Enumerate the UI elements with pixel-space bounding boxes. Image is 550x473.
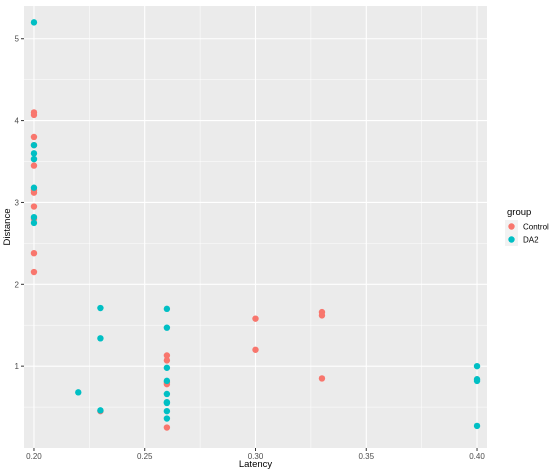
point-da2 <box>163 364 171 371</box>
point-control <box>252 315 259 322</box>
point-control <box>30 268 38 276</box>
point-da2 <box>75 389 82 396</box>
point-da2 <box>97 407 104 414</box>
x-tick-label: 0.20 <box>26 452 42 461</box>
point-da2 <box>163 407 171 415</box>
point-da2 <box>30 141 38 149</box>
point-da2 <box>163 390 171 398</box>
point-da2 <box>30 184 38 191</box>
y-axis: 1 2 3 4 5 <box>15 35 24 371</box>
legend-key-control <box>508 223 515 230</box>
y-tick-label: 1 <box>15 362 20 371</box>
point-control <box>30 249 38 257</box>
point-da2 <box>473 362 481 370</box>
point-da2 <box>163 415 171 422</box>
grid-major <box>24 6 487 448</box>
legend-label: Control <box>523 223 549 232</box>
point-control <box>318 375 326 382</box>
x-axis-title: Latency <box>239 459 273 470</box>
point-control <box>163 424 171 431</box>
point-control <box>252 346 259 353</box>
point-control <box>30 189 38 196</box>
y-axis-title: Distance <box>2 209 13 246</box>
y-tick-label: 5 <box>15 35 20 44</box>
point-da2 <box>473 422 481 430</box>
legend-key-da2 <box>508 236 515 243</box>
point-da2 <box>163 377 171 385</box>
point-control <box>30 133 38 141</box>
point-da2 <box>30 219 38 227</box>
point-control <box>163 357 171 364</box>
point-da2 <box>163 324 171 331</box>
x-axis: 0.20 0.25 0.30 0.35 0.40 <box>26 448 485 461</box>
point-da2 <box>30 150 38 157</box>
point-da2 <box>97 304 104 312</box>
point-da2 <box>473 377 481 385</box>
point-control <box>30 111 38 119</box>
x-tick-label: 0.25 <box>137 452 153 461</box>
point-da2 <box>30 213 38 221</box>
y-tick-label: 3 <box>15 198 20 207</box>
legend-label: DA2 <box>523 236 539 245</box>
legend: group Control DA2 <box>505 207 549 246</box>
point-da2 <box>30 19 38 26</box>
point-da2 <box>163 305 171 313</box>
x-tick-label: 0.35 <box>358 452 374 461</box>
point-da2 <box>163 399 171 407</box>
point-da2 <box>97 335 104 342</box>
point-da2 <box>30 155 38 163</box>
point-control <box>30 203 38 210</box>
y-tick-label: 2 <box>15 280 20 289</box>
point-control <box>163 352 171 359</box>
data-points <box>30 19 481 431</box>
point-control <box>30 162 38 169</box>
y-tick-label: 4 <box>15 117 20 126</box>
x-tick-label: 0.30 <box>248 452 264 461</box>
x-tick-label: 0.40 <box>469 452 485 461</box>
point-control <box>318 312 326 319</box>
legend-title: group <box>507 207 531 218</box>
